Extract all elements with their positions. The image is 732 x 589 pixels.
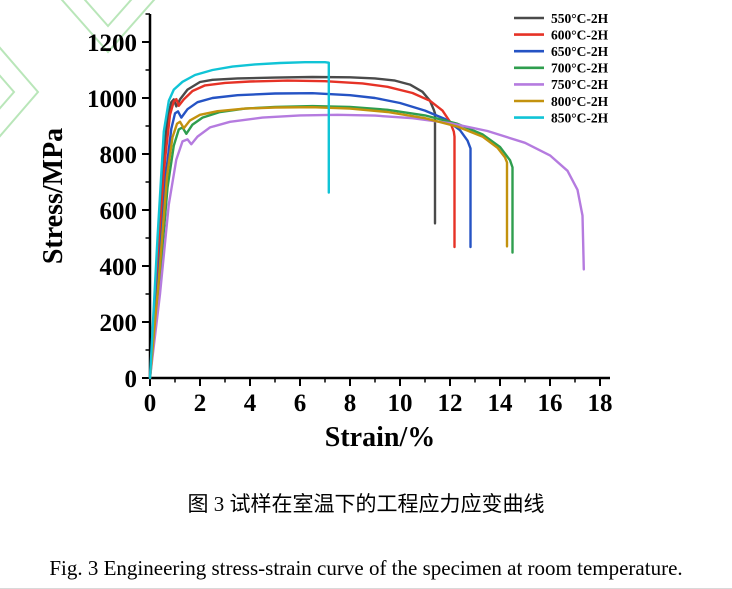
- x-tick-label: 2: [194, 390, 207, 417]
- chart-figure: 0 2 4 6 8 10 12 14 16 18 0 200 400 600 800 1000 1200 Stra…: [0, 0, 613, 453]
- x-tick-label: 4: [244, 390, 257, 417]
- x-tick-label: 10: [388, 390, 413, 417]
- x-tick-label: 18: [588, 390, 613, 417]
- x-tick-label: 12: [438, 390, 463, 417]
- y-tick-label: 800: [100, 142, 138, 169]
- x-tick-label: 6: [294, 390, 307, 417]
- decorative-chevron: [0, 74, 16, 110]
- legend-label: 800°C-2H: [551, 94, 609, 109]
- caption-english: Fig. 3 Engineering stress-strain curve o…: [49, 556, 683, 580]
- y-tick-label: 0: [125, 366, 138, 393]
- x-axis-title: Strain/%: [325, 422, 435, 453]
- legend-label: 600°C-2H: [551, 27, 609, 42]
- x-tick-label: 14: [488, 390, 514, 417]
- decorative-chevron: [0, 46, 40, 138]
- series-850°C-2H: [148, 61, 330, 380]
- legend-label: 700°C-2H: [551, 61, 609, 76]
- legend-label: 550°C-2H: [551, 11, 609, 26]
- series-800°C-2H: [148, 105, 509, 380]
- y-axis-title: Stress/MPa: [38, 128, 69, 264]
- x-tick-label: 0: [144, 390, 157, 417]
- x-tick-label: 16: [538, 390, 563, 417]
- y-tick-label: 600: [100, 198, 138, 225]
- y-tick-label: 200: [100, 310, 138, 337]
- legend-label: 650°C-2H: [551, 44, 609, 59]
- series-550°C-2H: [148, 75, 437, 380]
- caption-chinese: 图 3 试样在室温下的工程应力应变曲线: [187, 492, 545, 516]
- decorative-chevron: [83, 0, 133, 28]
- legend-label: 850°C-2H: [551, 110, 609, 125]
- y-tick-label: 1200: [87, 30, 137, 57]
- y-tick-label: 1000: [87, 86, 137, 113]
- series-700°C-2H: [148, 104, 514, 380]
- stress-strain-chart: 0 2 4 6 8 10 12 14 16 18 0 200 400 600 800 1000 1200 Stra…: [0, 0, 613, 453]
- series-750°C-2H: [148, 113, 585, 380]
- decorative-chevron: [60, 0, 156, 54]
- y-tick-label: 400: [100, 254, 138, 281]
- series-600°C-2H: [148, 79, 456, 380]
- x-tick-label: 8: [344, 390, 357, 417]
- legend-label: 750°C-2H: [551, 77, 609, 92]
